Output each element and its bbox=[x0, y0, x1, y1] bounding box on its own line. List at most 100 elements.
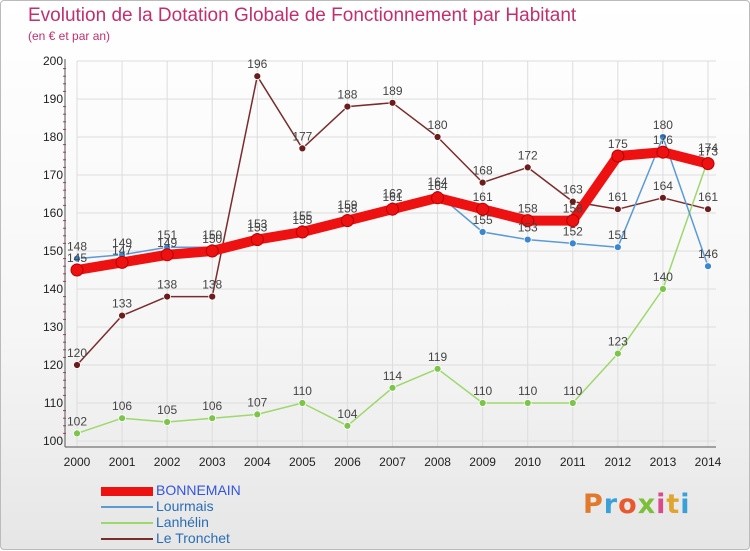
x-tick-label: 2014 bbox=[695, 455, 722, 469]
data-point-le-tronchet bbox=[478, 178, 487, 187]
data-label-lourmais: 159 bbox=[337, 198, 357, 212]
x-tick-label: 2010 bbox=[514, 455, 541, 469]
data-label-le-tronchet: 188 bbox=[337, 88, 357, 102]
data-point-le-tronchet bbox=[163, 292, 172, 301]
y-tick-label: 200 bbox=[43, 54, 63, 68]
data-label-lourmais: 150 bbox=[202, 228, 222, 242]
x-tick-label: 2004 bbox=[244, 455, 271, 469]
y-tick-label: 180 bbox=[43, 130, 63, 144]
data-label-lourmais: 180 bbox=[653, 118, 673, 132]
data-point-lanh-lin bbox=[478, 399, 487, 407]
y-tick-label: 140 bbox=[43, 282, 63, 296]
chart-subtitle: (en € et par an) bbox=[28, 29, 111, 43]
x-tick-label: 2011 bbox=[560, 455, 586, 469]
data-point-lanh-lin bbox=[208, 414, 217, 423]
logo-letter: P bbox=[583, 489, 604, 520]
data-label-bonnemain: 175 bbox=[608, 137, 628, 151]
data-label-lourmais: 146 bbox=[698, 247, 718, 261]
data-point-lanh-lin bbox=[343, 421, 352, 430]
x-tick-label: 2013 bbox=[650, 455, 677, 469]
data-label-lanh-lin: 110 bbox=[518, 384, 537, 398]
y-tick-label: 160 bbox=[43, 206, 63, 220]
data-point-le-tronchet bbox=[613, 205, 622, 214]
data-point-lourmais bbox=[478, 228, 487, 236]
legend-swatch bbox=[101, 506, 153, 508]
legend-swatch bbox=[101, 486, 153, 496]
data-label-le-tronchet: 120 bbox=[67, 346, 87, 360]
data-label-lanh-lin: 102 bbox=[67, 414, 87, 428]
data-point-le-tronchet bbox=[253, 72, 262, 81]
data-point-lourmais bbox=[568, 239, 577, 248]
y-tick-label: 150 bbox=[43, 244, 63, 258]
data-label-le-tronchet: 138 bbox=[157, 278, 177, 292]
logo-letter: i bbox=[680, 489, 691, 520]
data-point-bonnemain bbox=[160, 248, 174, 262]
data-label-bonnemain: 150 bbox=[202, 232, 222, 246]
data-label-le-tronchet: 168 bbox=[473, 164, 493, 178]
data-point-le-tronchet bbox=[659, 193, 667, 202]
data-label-lourmais: 152 bbox=[563, 224, 583, 238]
data-point-lanh-lin bbox=[253, 410, 262, 419]
data-point-lanh-lin bbox=[568, 399, 577, 407]
data-label-lanh-lin: 107 bbox=[247, 395, 267, 409]
y-tick-label: 190 bbox=[43, 92, 63, 106]
data-label-lourmais: 153 bbox=[518, 221, 538, 235]
legend-label: BONNEMAIN bbox=[156, 482, 241, 498]
data-label-lanh-lin: 106 bbox=[112, 399, 132, 413]
data-label-le-tronchet: 161 bbox=[698, 190, 718, 204]
data-label-le-tronchet: 164 bbox=[653, 179, 673, 193]
data-label-lourmais: 148 bbox=[67, 240, 87, 254]
data-label-lourmais: 164 bbox=[428, 175, 448, 189]
data-point-lanh-lin bbox=[73, 429, 81, 438]
data-point-bonnemain bbox=[70, 263, 84, 277]
data-point-le-tronchet bbox=[704, 205, 712, 214]
data-label-lanh-lin: 114 bbox=[383, 369, 402, 383]
data-label-bonnemain: 158 bbox=[518, 202, 538, 216]
data-label-bonnemain: 145 bbox=[67, 251, 87, 265]
data-label-lourmais: 149 bbox=[112, 236, 132, 250]
data-label-lourmais: 151 bbox=[608, 228, 628, 242]
x-tick-label: 2000 bbox=[64, 455, 91, 469]
data-point-bonnemain bbox=[521, 214, 535, 228]
x-tick-label: 2005 bbox=[289, 455, 316, 469]
x-tick-label: 2007 bbox=[379, 455, 406, 469]
data-point-bonnemain bbox=[250, 233, 264, 247]
data-label-bonnemain: 153 bbox=[247, 221, 267, 235]
data-point-lourmais bbox=[613, 243, 622, 252]
data-label-bonnemain: 161 bbox=[473, 190, 493, 204]
data-label-bonnemain: 149 bbox=[157, 236, 177, 250]
data-point-lanh-lin bbox=[433, 364, 442, 373]
data-point-bonnemain bbox=[656, 145, 670, 159]
logo-letter: i bbox=[656, 489, 667, 520]
data-label-lanh-lin: 105 bbox=[157, 403, 177, 417]
data-label-le-tronchet: 161 bbox=[608, 190, 628, 204]
legend-label: Lanhélin bbox=[156, 514, 209, 530]
data-point-lanh-lin bbox=[613, 349, 622, 358]
data-label-lourmais: 162 bbox=[382, 186, 402, 200]
y-tick-label: 100 bbox=[43, 434, 63, 448]
logo-letter: x bbox=[637, 489, 657, 520]
legend-label: Le Tronchet bbox=[156, 530, 230, 546]
data-point-bonnemain bbox=[566, 214, 580, 228]
data-label-bonnemain: 155 bbox=[292, 213, 312, 227]
data-label-bonnemain: 147 bbox=[112, 243, 132, 257]
logo-letter: t bbox=[666, 489, 681, 520]
data-point-le-tronchet bbox=[73, 361, 81, 369]
data-label-lourmais: 151 bbox=[157, 228, 177, 242]
data-point-bonnemain bbox=[431, 191, 445, 205]
data-point-lourmais bbox=[704, 262, 712, 271]
data-label-bonnemain: 173 bbox=[698, 145, 718, 159]
data-label-lanh-lin: 110 bbox=[293, 384, 312, 398]
data-label-bonnemain: 176 bbox=[653, 133, 673, 147]
data-point-le-tronchet bbox=[208, 292, 217, 301]
data-label-le-tronchet: 180 bbox=[428, 118, 448, 132]
legend-swatch bbox=[101, 538, 153, 540]
legend-swatch bbox=[101, 522, 153, 524]
data-label-bonnemain: 158 bbox=[563, 202, 583, 216]
logo-letter: o bbox=[618, 489, 638, 520]
y-tick-label: 110 bbox=[44, 396, 63, 410]
data-label-lourmais: 155 bbox=[292, 209, 312, 223]
data-label-lourmais: 155 bbox=[473, 213, 493, 227]
